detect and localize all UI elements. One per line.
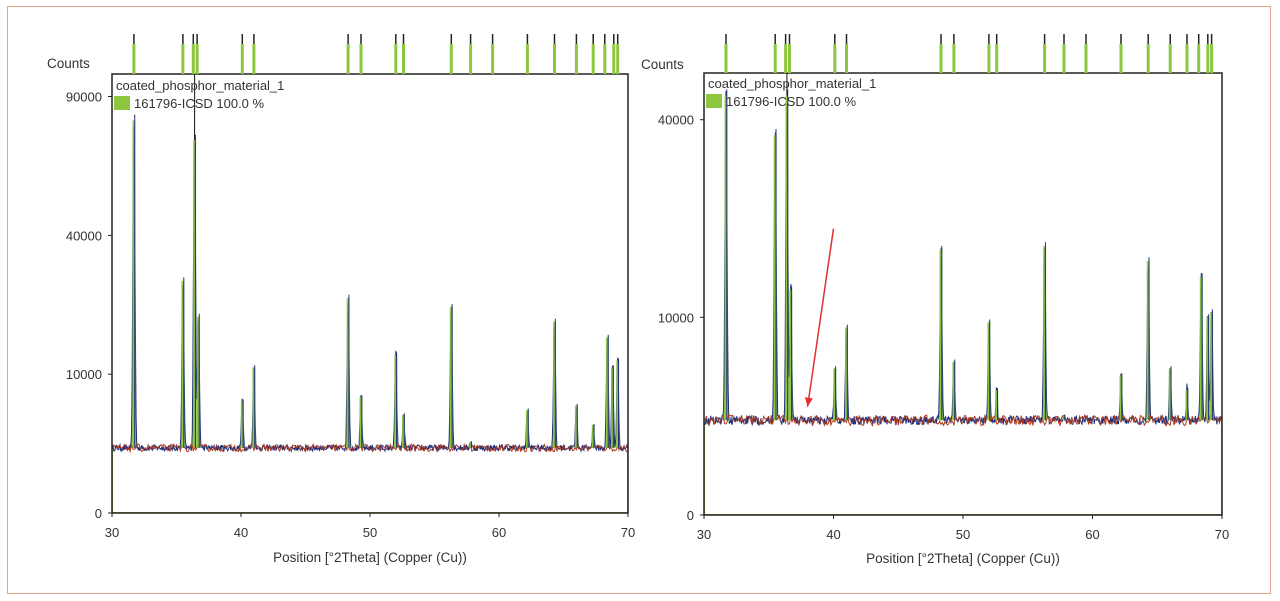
chart-right-xtick-label-2: 50 xyxy=(956,527,970,542)
chart-right-xlabel: Position [°2Theta] (Copper (Cu)) xyxy=(866,551,1060,566)
chart-left-legend-title: coated_phosphor_material_1 xyxy=(116,78,284,93)
chart-left-legend-swatch-0 xyxy=(114,96,130,110)
chart-right-ytick-label-1: 10000 xyxy=(658,310,694,325)
chart-left-xtick-label-3: 60 xyxy=(492,525,506,540)
chart-left-ytick-label-0: 0 xyxy=(95,506,102,521)
chart-right-legend-swatch-0 xyxy=(706,94,722,108)
chart-left-ytick-label-1: 10000 xyxy=(66,367,102,382)
chart-left-ytick-label-2: 40000 xyxy=(66,228,102,243)
chart-left-legend-entry-0: 161796-ICSD 100.0 % xyxy=(134,96,265,111)
chart-right-annotation-arrow-shaft xyxy=(806,228,835,407)
chart-left-ytick-label-3: 90000 xyxy=(66,90,102,105)
chart-right-xtick-label-1: 40 xyxy=(826,527,840,542)
chart-right-legend-title: coated_phosphor_material_1 xyxy=(708,76,876,91)
chart-right-xtick-label-0: 30 xyxy=(697,527,711,542)
chart-left-xtick-label-0: 30 xyxy=(105,525,119,540)
chart-right-ytick-label-0: 0 xyxy=(687,508,694,523)
chart-left-xtick-label-1: 40 xyxy=(234,525,248,540)
chart-right-ylabel: Counts xyxy=(641,57,684,72)
chart-left-xlabel: Position [°2Theta] (Copper (Cu)) xyxy=(273,550,467,565)
figure-frame xyxy=(7,6,1271,594)
chart-right-xtick-label-3: 60 xyxy=(1085,527,1099,542)
chart-right-baseline-cover xyxy=(705,420,1221,514)
chart-right-legend-entry-0: 161796-ICSD 100.0 % xyxy=(726,94,857,109)
chart-left-observed-line xyxy=(111,126,629,453)
chart-right-xtick-label-4: 70 xyxy=(1215,527,1229,542)
chart-right-ytick-label-2: 40000 xyxy=(658,113,694,128)
chart-right-observed-line xyxy=(703,90,1223,427)
chart-left: 0 10000 40000 90000 30 40 50 60 70 Counts Position… xyxy=(47,34,635,565)
chart-left-xtick-label-4: 70 xyxy=(621,525,635,540)
chart-left-baseline-cover xyxy=(113,447,627,512)
chart-left-xtick-label-2: 50 xyxy=(363,525,377,540)
chart-right-annotation-arrow-head xyxy=(804,397,813,407)
chart-left-ylabel: Counts xyxy=(47,56,90,71)
chart-right: 0 10000 40000 30 40 50 60 70 Counts Position [°2T… xyxy=(641,34,1229,566)
